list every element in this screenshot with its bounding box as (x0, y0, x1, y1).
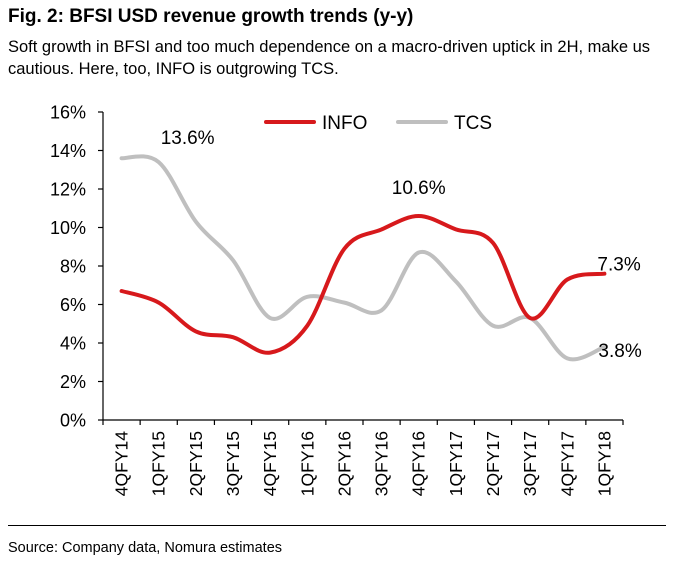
legend-label-info: INFO (322, 113, 367, 134)
y-tick-label: 8% (60, 257, 86, 277)
y-tick-label: 2% (60, 372, 86, 392)
x-tick-label: 1QFY16 (297, 431, 317, 496)
y-tick-label: 4% (60, 334, 86, 354)
x-tick-label: 1QFY17 (446, 431, 466, 496)
chart-labels: 13.6% 10.6% 7.3% 3.8% (161, 128, 642, 362)
x-tick-label: 1QFY18 (594, 431, 614, 496)
data-label: 3.8% (598, 341, 641, 362)
data-label: 13.6% (161, 128, 215, 149)
y-tick-label: 10% (50, 218, 86, 238)
chart-axes: 0% 2% 4% 6% 8% 10% 12% 14% 16% 4QFY14 1QFY15 2QFY15… (50, 103, 624, 496)
figure-title: Fig. 2: BFSI USD revenue growth trends (… (8, 6, 414, 27)
figure-subtitle: Soft growth in BFSI and too much depende… (8, 38, 651, 78)
y-tick-label: 0% (60, 411, 86, 431)
y-tick-label: 16% (50, 103, 86, 123)
series-line-tcs (119, 154, 607, 362)
x-tick-label: 3QFY15 (223, 431, 243, 496)
chart-legend: INFO TCS (264, 113, 492, 134)
x-tick-label: 4QFY17 (557, 431, 577, 496)
x-tick-label: 2QFY17 (483, 431, 503, 496)
x-tick-label: 2QFY15 (186, 431, 206, 496)
series-line-info (119, 214, 607, 355)
x-tick-label: 1QFY15 (149, 431, 169, 496)
x-tick-label: 2QFY16 (334, 431, 354, 496)
x-tick-label: 4QFY14 (112, 431, 132, 496)
y-tick-label: 14% (50, 141, 86, 161)
line-chart: 0% 2% 4% 6% 8% 10% 12% 14% 16% 4QFY14 1QFY15 2QFY15… (50, 103, 642, 497)
data-label: 10.6% (392, 178, 446, 199)
x-tick-label: 4QFY15 (260, 431, 280, 496)
x-tick-label: 3QFY16 (372, 431, 392, 496)
footer-divider (8, 525, 666, 526)
x-tick-label: 4QFY16 (409, 431, 429, 496)
source-note: Source: Company data, Nomura estimates (8, 540, 283, 556)
legend-label-tcs: TCS (454, 113, 492, 134)
data-label: 7.3% (597, 255, 640, 276)
y-tick-label: 12% (50, 180, 86, 200)
chart-series (119, 154, 607, 362)
x-tick-label: 3QFY17 (520, 431, 540, 496)
y-tick-label: 6% (60, 295, 86, 315)
